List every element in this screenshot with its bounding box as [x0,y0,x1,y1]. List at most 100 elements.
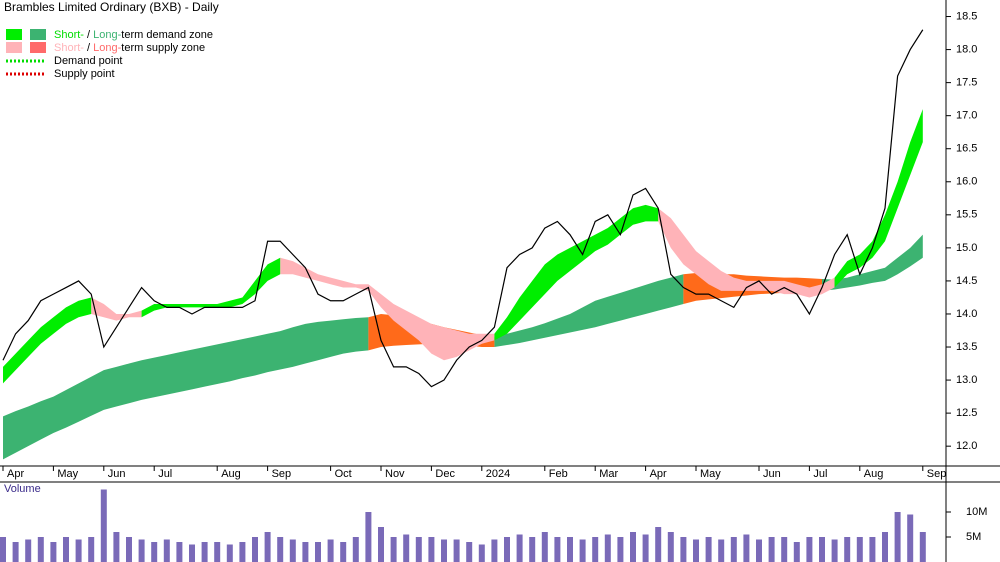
x-tick-label: Aug [221,468,241,480]
volume-bar [743,534,750,562]
x-tick-label: Sep [927,468,947,480]
x-tick-label: Feb [549,468,568,480]
zone-band [141,257,281,318]
x-tick-label: Apr [650,468,667,480]
zone-band [91,297,142,321]
zone-band [3,297,92,384]
volume-bar [541,532,548,562]
volume-bar [100,489,107,562]
volume-bar [37,537,44,562]
legend-swatch [30,42,46,53]
volume-bar [277,537,284,562]
volume-bar [138,539,145,562]
volume-bar [239,542,246,562]
x-tick-label: Apr [7,468,24,480]
x-tick-label: Sep [272,468,292,480]
volume-bar [50,542,57,562]
volume-bar [617,537,624,562]
legend-swatch [6,42,22,53]
legend-swatch [30,29,46,40]
x-tick-label: Aug [864,468,884,480]
y-tick-label: 16.0 [956,176,977,188]
volume-bar [365,512,372,562]
volume-bar [453,539,460,562]
y-tick-label: 12.5 [956,407,977,419]
volume-bar [667,532,674,562]
volume-bar [466,542,473,562]
volume-bar [693,539,699,562]
y-tick-label: 16.5 [956,143,977,155]
legend-short: Short- [54,29,84,41]
legend-sep: / [87,42,91,54]
volume-bar [516,534,523,562]
volume-bar [390,537,397,562]
volume-bar [151,542,158,562]
legend: Brambles Limited Ordinary (BXB) - Daily … [4,0,219,80]
volume-bar [592,537,599,562]
volume-bar [856,537,863,562]
y-tick-label: 15.5 [956,209,977,221]
y-tick-label: 13.0 [956,374,977,386]
plot-area: 12.0 12.5 13.0 13.5 14.0 14.5 15.0 15.5 16.0 16.5… [0,10,987,562]
legend-text: term demand zone [121,29,213,41]
legend-label: Demand point [54,55,123,67]
volume-label: Volume [4,483,41,495]
x-tick-label: Mar [599,468,618,480]
volume-bar [201,542,208,562]
volume-bar [768,537,775,562]
volume-bar [793,542,800,562]
volume-bar [302,542,309,562]
volume-bar [604,534,611,562]
y-tick-label: 18.0 [956,43,977,55]
volume-bar [315,542,321,562]
y-tick-label: 14.0 [956,308,977,320]
volume-bar [882,532,888,562]
x-tick-label: May [57,468,78,480]
volume-bar [0,537,6,562]
legend-long: Long- [93,42,121,54]
volume-bar [730,537,737,562]
x-tick-label: Nov [385,468,405,480]
volume-bar [226,544,233,562]
volume-bar [630,532,636,562]
volume-bar [327,539,334,562]
x-tick-label: Jul [158,468,172,480]
price-line [2,29,924,388]
x-tick-label: Jun [108,468,126,480]
x-tick-label: May [700,468,721,480]
volume-bar [12,542,19,562]
volume-bar [25,539,32,562]
volume-bar [642,534,649,562]
volume-bar [705,537,712,562]
volume-bar [819,537,825,562]
volume-bar [554,537,561,562]
volume-bar [529,537,536,562]
y-tick-label: 15.0 [956,242,977,254]
volume-bar [252,537,258,562]
legend-short: Short- [54,42,84,54]
y-tick-label: 13.5 [956,341,977,353]
volume-bar [806,537,813,562]
y-tick-label: 12.0 [956,440,977,452]
x-tick-label: Oct [335,468,352,480]
volume-bar [126,537,132,562]
volume-bar [781,537,788,562]
zone-band [494,274,684,348]
volume-bar [340,542,347,562]
volume-bar [478,544,485,562]
volume-bar [88,537,95,562]
y-tick-label: 17.0 [956,110,977,122]
volume-bar [869,537,876,562]
volume-bar [844,537,851,562]
volume-bar [718,539,725,562]
volume-bar [289,539,296,562]
volume-bar [163,539,170,562]
volume-bar [415,537,422,562]
volume-bar [504,537,510,562]
volume-bar [756,539,762,562]
volume-bar [567,537,573,562]
volume-bar [680,537,687,562]
x-tick-label: Jun [763,468,781,480]
y-tick-label: 18.5 [956,10,977,22]
